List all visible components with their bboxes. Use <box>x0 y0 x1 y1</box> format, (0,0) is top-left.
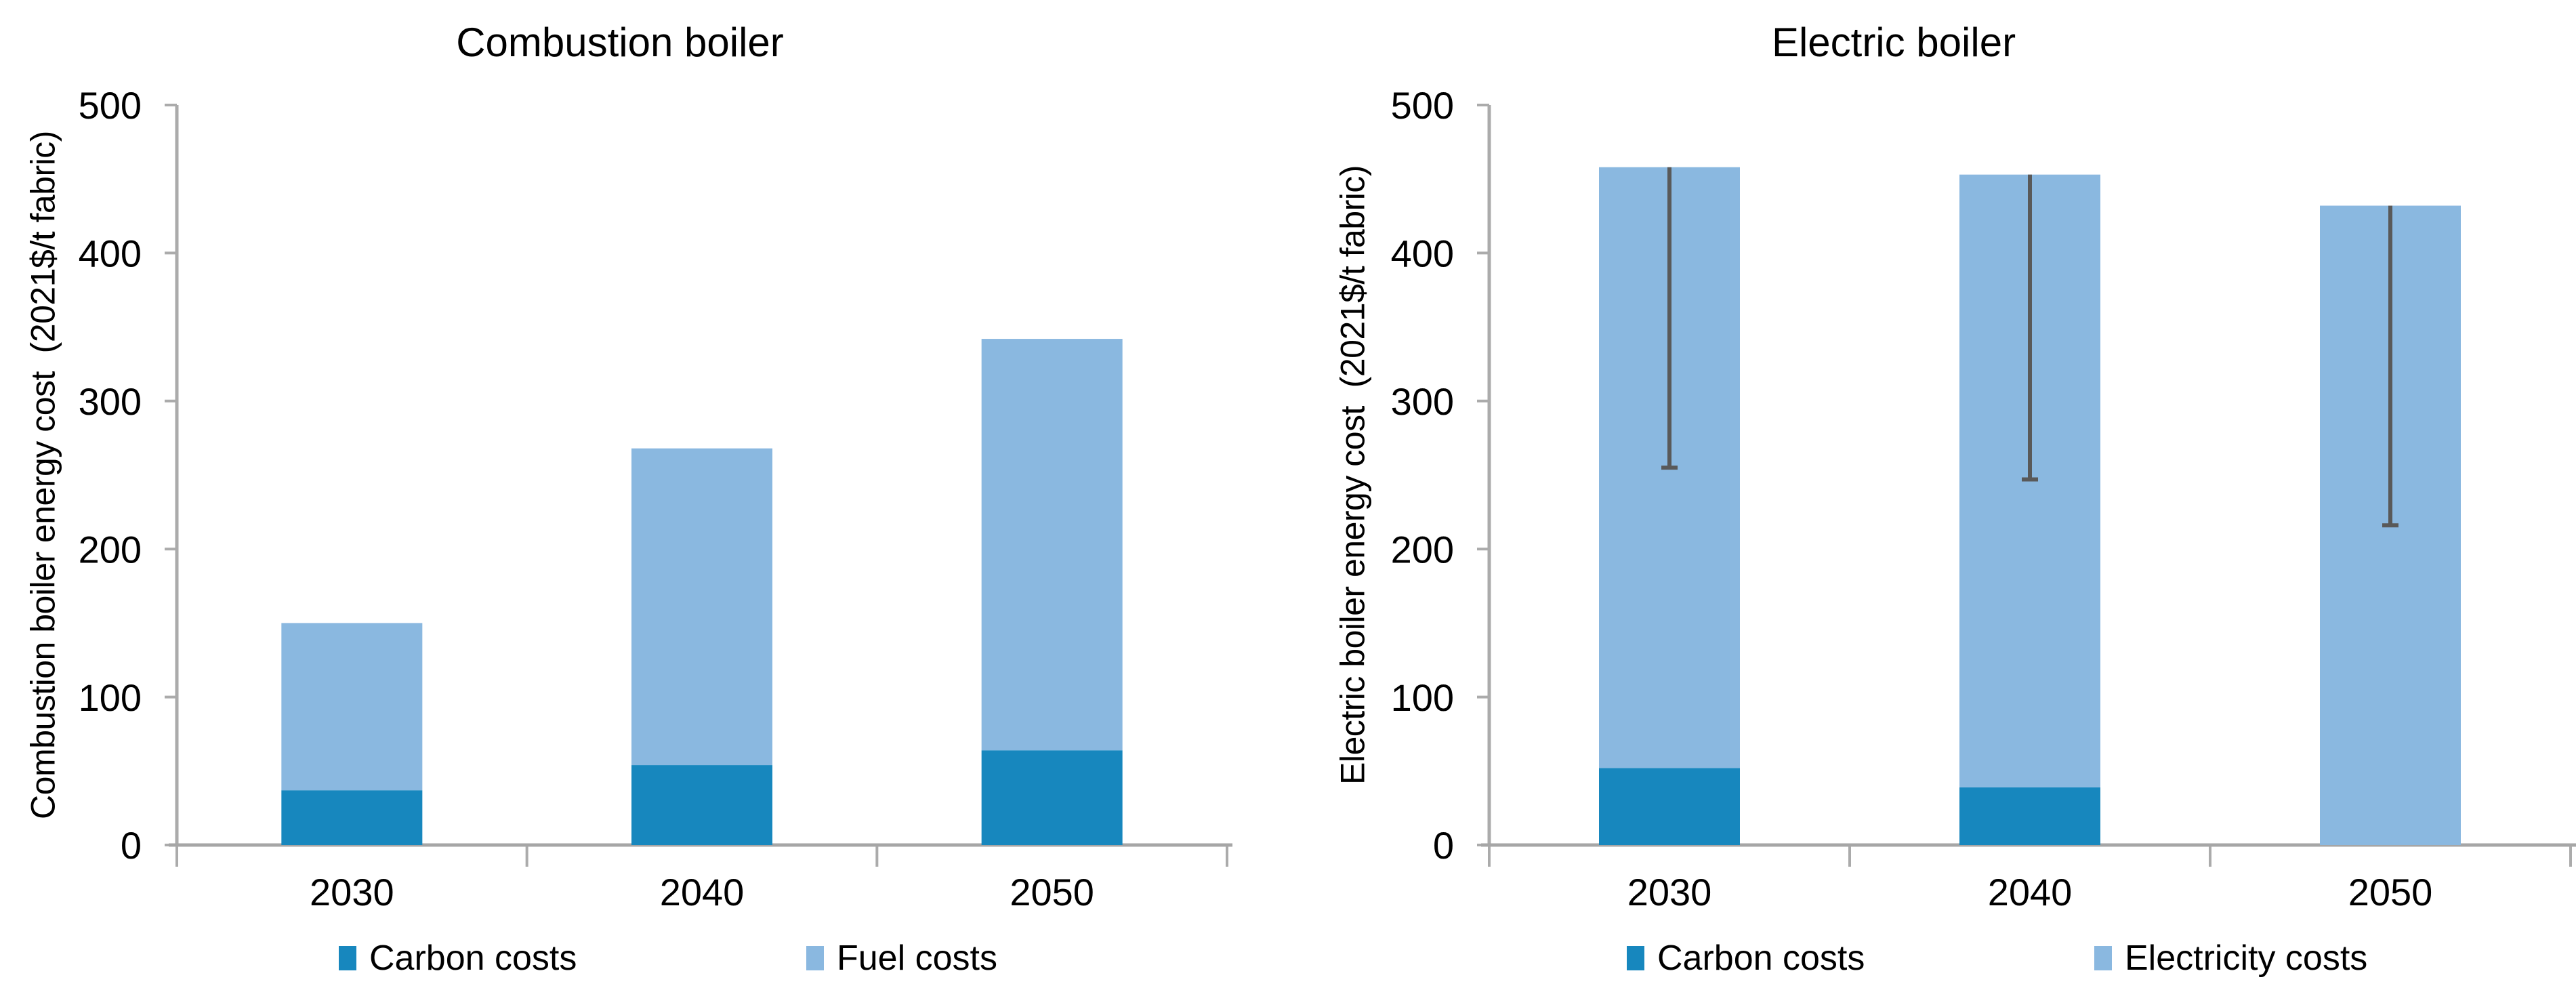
combustion-boiler-chart: Combustion boiler Combustion boiler ener… <box>24 20 1232 978</box>
bar-segment-carbon-costs-2030 <box>1599 768 1740 845</box>
y-tick-label: 500 <box>1391 84 1454 127</box>
y-tick-label: 300 <box>79 380 142 423</box>
chart-title: Combustion boiler <box>456 20 784 65</box>
y-axis-title: Combustion boiler energy cost (2021$/t f… <box>24 131 62 819</box>
x-category-label: 2030 <box>310 871 394 913</box>
legend-swatch-fuel-costs <box>806 946 824 970</box>
y-tick-label: 500 <box>79 84 142 127</box>
legend-label-carbon-costs: Carbon costs <box>1657 939 1865 978</box>
legend-label-fuel-costs: Fuel costs <box>837 939 997 978</box>
bar-segment-carbon-costs-2050 <box>981 750 1123 845</box>
plot-area <box>165 104 1232 867</box>
y-tick-label: 100 <box>1391 676 1454 719</box>
legend-label-carbon-costs: Carbon costs <box>369 939 577 978</box>
bar-segment-carbon-costs-2040 <box>631 765 772 845</box>
legend-swatch-electricity-costs <box>2094 946 2112 970</box>
electric-boiler-chart: Electric boiler Electric boiler energy c… <box>1334 20 2576 978</box>
y-tick-label: 0 <box>1433 824 1454 867</box>
legend-swatch-carbon-costs <box>1627 946 1644 970</box>
bar-segment-carbon-costs-2040 <box>1959 787 2100 845</box>
bar-segment-fuel-costs-2030 <box>281 623 423 791</box>
legend-swatch-carbon-costs <box>339 946 356 970</box>
y-tick-label: 400 <box>79 232 142 275</box>
legend: Carbon costs Electricity costs <box>1627 939 2367 978</box>
y-tick-label: 200 <box>1391 528 1454 571</box>
y-tick-label: 300 <box>1391 380 1454 423</box>
x-category-label: 2040 <box>660 871 745 913</box>
legend-label-electricity-costs: Electricity costs <box>2125 939 2367 978</box>
y-tick-label: 200 <box>79 528 142 571</box>
y-axis-title: Electric boiler energy cost (2021$/t fab… <box>1334 165 1372 785</box>
bar-segment-fuel-costs-2050 <box>981 339 1123 751</box>
chart-title: Electric boiler <box>1772 20 2016 65</box>
y-tick-label: 100 <box>79 676 142 719</box>
legend: Carbon costs Fuel costs <box>339 939 997 978</box>
y-tick-label: 400 <box>1391 232 1454 275</box>
x-category-label: 2040 <box>1988 871 2073 913</box>
x-category-label: 2050 <box>1010 871 1094 913</box>
y-tick-label: 0 <box>121 824 142 867</box>
bar-segment-fuel-costs-2040 <box>631 448 772 766</box>
plot-area <box>1477 104 2576 867</box>
x-category-label: 2030 <box>1627 871 1712 913</box>
x-category-label: 2050 <box>2348 871 2433 913</box>
bar-segment-carbon-costs-2030 <box>281 790 423 845</box>
